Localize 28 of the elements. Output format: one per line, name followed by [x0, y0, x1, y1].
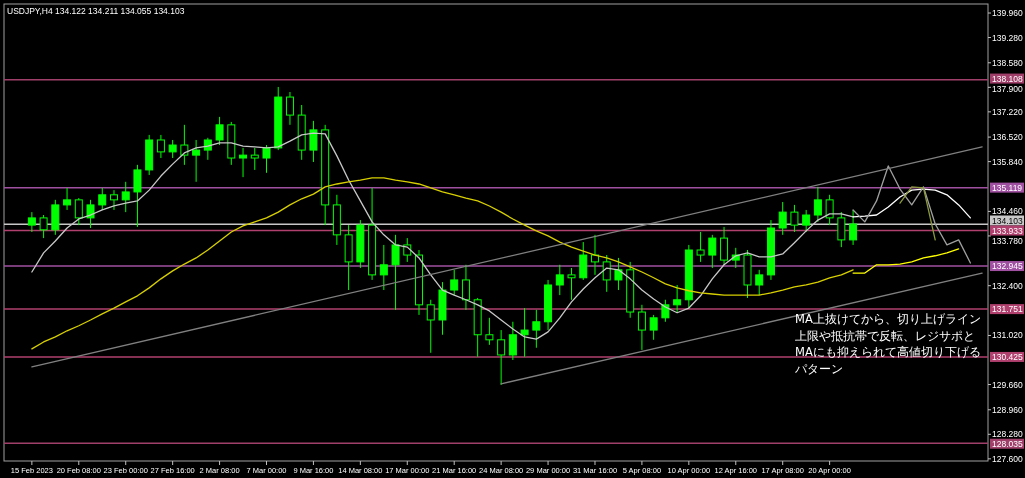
y-tick-label: 128.960: [992, 404, 1023, 415]
ref-line-label: 138.108: [992, 73, 1023, 84]
y-tick-label: 138.580: [992, 57, 1023, 68]
annotation: MAにも抑えられて高値切り下げる: [795, 345, 981, 359]
y-tick-label: 129.660: [992, 379, 1023, 390]
y-tick-label: 132.400: [992, 280, 1023, 291]
ref-line-label: 132.945: [992, 261, 1023, 272]
annotation: MA上抜けてから、切り上げライン: [795, 312, 981, 326]
ref-line-label: 130.425: [992, 351, 1023, 362]
y-tick-label: 131.020: [992, 330, 1023, 341]
ref-line-label: 131.751: [992, 304, 1023, 315]
y-tick-label: 128.280: [992, 428, 1023, 439]
ref-line-label: 135.119: [992, 182, 1023, 193]
y-tick-label: 137.220: [992, 106, 1023, 117]
y-tick-label: 136.520: [992, 132, 1023, 143]
y-tick-label: 135.840: [992, 156, 1023, 167]
y-tick-label: 137.900: [992, 83, 1023, 94]
y-tick-label: 127.600: [992, 453, 1023, 464]
ref-line-label: 128.035: [992, 438, 1023, 449]
ref-line-label: 134.103: [992, 215, 1023, 226]
annotation: パターン: [794, 361, 843, 376]
ref-line-label: 133.933: [992, 225, 1023, 236]
y-tick-label: 133.780: [992, 235, 1023, 246]
annotation: 上限や抵抗帯で反転、レジサポと: [795, 328, 975, 343]
y-tick-label: 134.460: [992, 205, 1023, 216]
y-tick-label: 139.960: [992, 8, 1023, 19]
y-tick-label: 139.280: [992, 32, 1023, 43]
chart-title: USDJPY,H4 134.122 134.211 134.055 134.103: [7, 6, 185, 16]
